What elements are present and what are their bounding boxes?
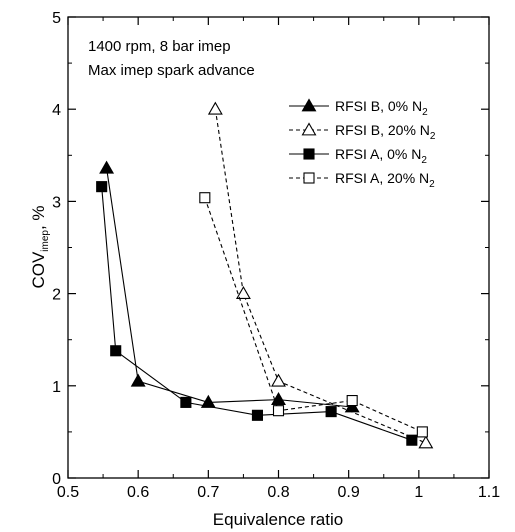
data-point <box>130 373 146 387</box>
data-point <box>110 345 122 357</box>
data-point <box>325 406 337 418</box>
legend-label: RFSI B, 0% N2 <box>335 98 428 118</box>
legend-label-main: RFSI A, 0% N <box>335 146 421 162</box>
legend-label-sub: 2 <box>430 131 436 142</box>
y-tick-label: 2 <box>52 287 61 304</box>
legend-marker <box>301 122 317 136</box>
annotation-line-2: Max imep spark advance <box>88 62 255 79</box>
data-point <box>418 435 434 449</box>
data-point <box>416 426 428 438</box>
y-axis-title: COVimep, % <box>29 205 51 288</box>
legend-label-main: RFSI B, 20% N <box>335 122 430 138</box>
x-tick-label: 0.9 <box>338 484 360 501</box>
legend-label: RFSI A, 20% N2 <box>335 170 435 190</box>
legend-label-main: RFSI A, 20% N <box>335 170 429 186</box>
data-point <box>207 101 223 115</box>
y-axis-title-sub: imep <box>40 230 51 252</box>
data-point <box>200 394 216 408</box>
legend-marker <box>303 172 315 184</box>
data-point <box>271 373 286 387</box>
legend-label-sub: 2 <box>429 179 435 190</box>
y-tick-label: 1 <box>52 379 61 396</box>
data-point <box>272 405 285 417</box>
series-line <box>204 197 423 433</box>
series-line <box>101 186 413 441</box>
y-tick-label: 0 <box>52 471 61 488</box>
legend-label-sub: 2 <box>421 155 427 166</box>
series-2 <box>207 101 434 449</box>
series-layer <box>96 101 434 449</box>
legend-label: RFSI B, 20% N2 <box>335 122 436 142</box>
x-tick-label: 0.5 <box>57 484 79 501</box>
legend-label: RFSI A, 0% N2 <box>335 146 427 166</box>
x-tick-label: 0.8 <box>267 484 289 501</box>
data-point <box>406 434 418 446</box>
data-point <box>99 160 115 174</box>
y-tick-label: 3 <box>52 194 61 211</box>
x-tick-label: 0.7 <box>197 484 219 501</box>
legend-label-sub: 2 <box>422 107 428 118</box>
x-axis-title: Equivalence ratio <box>213 510 343 529</box>
series-line <box>214 109 427 444</box>
data-point <box>180 396 192 408</box>
data-point <box>199 192 211 204</box>
data-point <box>271 392 286 406</box>
x-tick-label: 1.1 <box>478 484 500 501</box>
x-tick-label: 0.6 <box>127 484 149 501</box>
data-point <box>251 409 263 421</box>
data-point <box>96 181 108 193</box>
y-tick-label: 5 <box>52 10 61 27</box>
series-1 <box>99 160 360 413</box>
data-point <box>346 395 358 407</box>
legend-marker <box>303 148 315 160</box>
series-4 <box>199 192 428 438</box>
annotation-line-1: 1400 rpm, 8 bar imep <box>88 38 231 55</box>
y-axis-title-main: COV <box>29 251 48 289</box>
series-3 <box>96 181 418 446</box>
x-tick-label: 1 <box>414 484 423 501</box>
axis-ticks: 0.5 0.6 0.7 0.8 0.9 1 1.1 0 1 2 3 4 5 <box>52 10 500 501</box>
y-tick-label: 4 <box>52 102 61 119</box>
data-point <box>235 285 251 300</box>
y-axis-title-tail: , % <box>29 205 48 230</box>
legend-marker <box>301 98 317 112</box>
legend-label-main: RFSI B, 0% N <box>335 98 422 114</box>
